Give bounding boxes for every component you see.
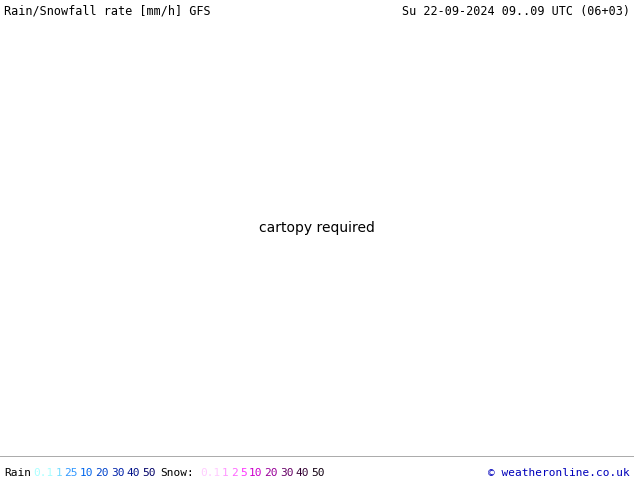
Text: Su 22-09-2024 09..09 UTC (06+03): Su 22-09-2024 09..09 UTC (06+03) (402, 4, 630, 18)
Text: 40: 40 (295, 468, 309, 478)
Text: 1: 1 (55, 468, 62, 478)
Text: 20: 20 (95, 468, 109, 478)
Text: 5: 5 (240, 468, 247, 478)
Text: 50: 50 (142, 468, 156, 478)
Text: 0.1: 0.1 (33, 468, 53, 478)
Text: 1: 1 (222, 468, 229, 478)
Text: 10: 10 (249, 468, 262, 478)
Text: 30: 30 (111, 468, 124, 478)
Text: cartopy required: cartopy required (259, 220, 375, 235)
Text: 40: 40 (127, 468, 140, 478)
Text: Snow:: Snow: (160, 468, 193, 478)
Text: 30: 30 (280, 468, 294, 478)
Text: Rain: Rain (4, 468, 31, 478)
Text: Rain/Snowfall rate [mm/h] GFS: Rain/Snowfall rate [mm/h] GFS (4, 4, 210, 18)
Text: 20: 20 (264, 468, 278, 478)
Text: © weatheronline.co.uk: © weatheronline.co.uk (488, 468, 630, 478)
Text: 25: 25 (64, 468, 78, 478)
Text: 10: 10 (80, 468, 93, 478)
Text: 0.1: 0.1 (200, 468, 220, 478)
Text: 2: 2 (231, 468, 238, 478)
Text: 50: 50 (311, 468, 325, 478)
